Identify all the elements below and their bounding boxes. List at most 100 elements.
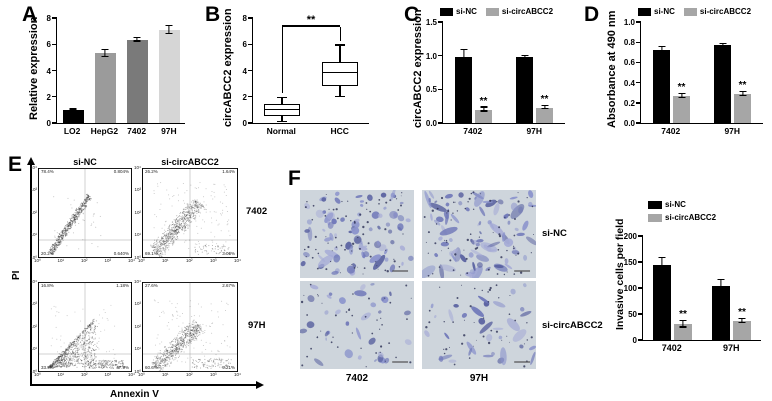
error-bar-stem — [136, 37, 138, 42]
significance-stars: ** — [738, 306, 746, 318]
box — [322, 61, 358, 87]
y-tick-mark — [636, 21, 641, 23]
error-bar-cap — [679, 320, 687, 322]
legend-label: si-NC — [456, 7, 477, 16]
invasion-chart-plot-area: 0 50 100 150 200 ** ** — [624, 232, 761, 345]
legend-item: si-NC — [440, 7, 477, 16]
flow-y-tick-label: 10² — [30, 209, 37, 215]
bar-group: ** — [702, 22, 763, 123]
y-tick-label: 0 — [632, 336, 637, 345]
panel-d-plot-area: 0.0 0.2 0.4 0.6 0.8 1.0 ** ** — [624, 18, 763, 128]
flow-x-tick-label: 10⁴ — [234, 372, 241, 377]
micrograph-svg — [422, 281, 536, 369]
flow-scatter — [38, 168, 132, 258]
error-bar-stem — [720, 279, 722, 293]
error-bar-cap — [541, 107, 548, 109]
y-tick-mark — [636, 102, 641, 104]
panel-a: A Relative expression 0 2 4 6 8 LO2 HepG2 7402… — [4, 2, 196, 148]
error-bar-cap — [738, 317, 746, 319]
bar-slot: ** — [733, 236, 751, 340]
y-tick-label: 2 — [242, 92, 247, 102]
panel-e-letter: E — [8, 153, 23, 176]
bar-slot: ** — [536, 22, 553, 123]
quadrant-label-bottom-right: 0.640% — [113, 250, 129, 256]
error-bar-stem — [741, 91, 744, 96]
flow-plot-97h-sicircabcc2: 27.6% 2.67% 60.6% 9.21% 10⁰ 10⁰ 10¹ 10¹ 10² 10² 10… — [134, 279, 241, 377]
flow-x-tick-label: 10⁴ — [128, 372, 135, 377]
sig-bracket-right — [340, 26, 342, 41]
legend-label: si-circABCC2 — [699, 7, 752, 16]
flow-scatter-svg — [38, 282, 132, 372]
bars: ** ** — [641, 22, 763, 123]
flow-y-tick-label: 10¹ — [134, 346, 141, 351]
flow-y-tick-label: 10² — [134, 209, 141, 215]
panel-d-letter: D — [584, 3, 600, 26]
whisker-cap — [335, 44, 345, 46]
bar-group: ** — [702, 236, 761, 340]
y-tick-label: 0 — [242, 119, 247, 128]
panel-c-plot-area: 0.0 0.5 1.0 1.5 ** ** — [426, 18, 565, 128]
annexin-axis-arrow-icon — [256, 381, 264, 389]
y-tick-label: 0.4 — [623, 78, 635, 88]
y-tick-mark — [636, 81, 641, 84]
error-bar-stem — [462, 50, 465, 64]
error-bar-cap — [719, 43, 726, 45]
bar — [455, 57, 472, 123]
bar — [475, 109, 492, 123]
flow-y-tick-label: 10¹ — [30, 346, 37, 351]
flow-y-tick-label: 10³ — [30, 187, 37, 192]
invasion-col-label-97h: 97H — [469, 373, 489, 384]
pi-axis-label: PI — [11, 270, 22, 280]
sig-bracket-top — [282, 25, 340, 27]
flow-x-tick-label: 10² — [81, 258, 88, 263]
category-label: HepG2 — [90, 126, 119, 136]
y-tick-mark — [248, 122, 253, 124]
y-tick-mark — [438, 21, 443, 23]
invasion-col-label-7402: 7402 — [345, 373, 369, 384]
flow-plot-97h-sinc: 16.8% 1.18% 33.9% 47.9% 10⁰ 10⁰ 10¹ 10¹ 10² 10² 10… — [30, 279, 135, 377]
invasion-image-7402-sinc — [300, 190, 414, 278]
quadrant-label-bottom-right: 9.21% — [222, 364, 235, 370]
median-line — [322, 71, 358, 74]
flow-scatter — [142, 168, 238, 258]
quadrant-label-bottom-left: 69.1% — [145, 250, 158, 256]
error-bar-cap — [717, 278, 725, 280]
y-tick-label: 100 — [623, 284, 637, 293]
invasion-row-label-sicircabcc2: si-circABCC2 — [542, 320, 603, 331]
error-bar-cap — [133, 36, 141, 38]
bar — [714, 45, 731, 123]
error-bar-cap — [658, 256, 666, 258]
legend-item: si-circABCC2 — [485, 7, 554, 16]
quadrant-label-top-right: 1.64% — [222, 169, 235, 174]
error-bar-cap — [719, 45, 726, 47]
invasion-row-label-sinc: si-NC — [542, 228, 567, 239]
flow-scatter-svg — [142, 168, 238, 258]
panel-d-y-axis-label: Absorbance at 490 nm — [606, 10, 618, 128]
bar-slot: ** — [475, 22, 492, 123]
y-tick-mark — [52, 96, 57, 98]
invasion-chart-legend: si-NC si-circABCC2 — [648, 200, 716, 222]
flow-y-tick-label: 10⁰ — [134, 368, 141, 374]
category-label: 97H — [161, 126, 177, 136]
y-tick-label: 0.6 — [623, 58, 635, 68]
flow-y-tick-label: 10³ — [30, 301, 37, 306]
y-tick-label: 0.0 — [623, 119, 635, 128]
flow-y-tick-label: 10⁴ — [134, 278, 141, 284]
y-tick-mark — [638, 235, 643, 237]
bar — [516, 57, 533, 123]
flow-x-tick-label: 10² — [186, 372, 193, 377]
panel-c: C si-NC si-circABCC2 circABCC2 expression… — [384, 2, 576, 148]
quadrant-label-bottom-left: 33.9% — [41, 364, 54, 370]
error-bar-cap — [165, 32, 173, 34]
category-label: 7402 — [661, 343, 682, 353]
error-bar-cap — [678, 92, 685, 94]
error-bar-cap — [679, 326, 687, 328]
flow-scatter-svg — [142, 282, 238, 372]
quadrant-label-bottom-left: 60.6% — [145, 364, 158, 370]
y-tick-label: 6 — [242, 40, 247, 50]
flow-x-tick-label: 10³ — [210, 258, 217, 263]
significance-stars: ** — [540, 94, 549, 106]
error-bar-stem — [482, 107, 485, 112]
bar — [673, 95, 690, 123]
legend-label: si-circABCC2 — [501, 7, 554, 16]
